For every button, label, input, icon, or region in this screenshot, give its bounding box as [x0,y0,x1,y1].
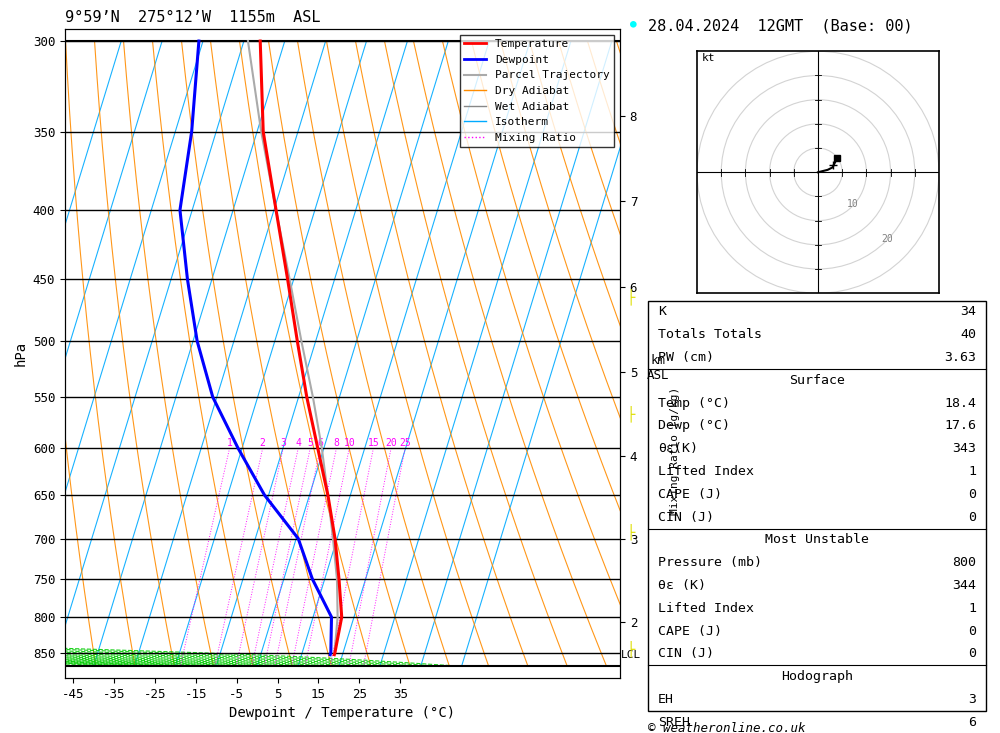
Y-axis label: km
ASL: km ASL [647,354,669,382]
Text: 20: 20 [385,438,397,448]
Text: 8: 8 [333,438,339,448]
Text: 1: 1 [968,602,976,615]
Text: 17.6: 17.6 [944,419,976,432]
Text: EH: EH [658,693,674,706]
Y-axis label: hPa: hPa [13,341,27,366]
Text: 25: 25 [399,438,411,448]
Text: CAPE (J): CAPE (J) [658,625,722,638]
Text: K: K [658,306,666,318]
Text: 10: 10 [343,438,355,448]
Text: 5: 5 [307,438,313,448]
Text: Surface: Surface [789,374,845,387]
Text: θε(K): θε(K) [658,442,698,455]
Text: 0: 0 [968,511,976,523]
Text: © weatheronline.co.uk: © weatheronline.co.uk [648,722,806,733]
Text: PW (cm): PW (cm) [658,351,714,364]
Text: Mixing Ratio (g/kg): Mixing Ratio (g/kg) [670,387,680,515]
Text: ├: ├ [626,523,634,539]
Text: ├: ├ [626,289,634,305]
Text: SREH: SREH [658,716,690,729]
Text: 10: 10 [847,199,859,209]
Text: Temp (°C): Temp (°C) [658,397,730,410]
Text: 0: 0 [968,625,976,638]
Text: 800: 800 [952,556,976,570]
Text: 34: 34 [960,306,976,318]
Text: Lifted Index: Lifted Index [658,465,754,478]
Text: 9°59’N  275°12’W  1155m  ASL: 9°59’N 275°12’W 1155m ASL [65,10,320,26]
Text: 1: 1 [968,465,976,478]
X-axis label: Dewpoint / Temperature (°C): Dewpoint / Temperature (°C) [229,707,456,721]
Text: ●: ● [630,18,637,29]
Text: 6: 6 [317,438,323,448]
Text: 28.04.2024  12GMT  (Base: 00): 28.04.2024 12GMT (Base: 00) [648,18,913,33]
Text: kt: kt [702,53,715,63]
Text: Hodograph: Hodograph [781,670,853,683]
Text: 344: 344 [952,579,976,592]
Text: Lifted Index: Lifted Index [658,602,754,615]
Text: ├: ├ [626,406,634,422]
Text: CIN (J): CIN (J) [658,511,714,523]
Text: 3: 3 [968,693,976,706]
Text: Most Unstable: Most Unstable [765,534,869,547]
Text: CIN (J): CIN (J) [658,647,714,660]
Text: CAPE (J): CAPE (J) [658,488,722,501]
Text: 15: 15 [368,438,379,448]
Text: Pressure (mb): Pressure (mb) [658,556,762,570]
Text: 1: 1 [227,438,233,448]
Text: LCL: LCL [621,650,641,660]
Text: ├: ├ [626,641,634,657]
Text: 4: 4 [295,438,301,448]
Text: Totals Totals: Totals Totals [658,328,762,342]
Text: 3: 3 [280,438,286,448]
Text: 18.4: 18.4 [944,397,976,410]
Legend: Temperature, Dewpoint, Parcel Trajectory, Dry Adiabat, Wet Adiabat, Isotherm, Mi: Temperature, Dewpoint, Parcel Trajectory… [460,35,614,147]
Text: 40: 40 [960,328,976,342]
Text: 3.63: 3.63 [944,351,976,364]
Text: 0: 0 [968,647,976,660]
Text: 6: 6 [968,716,976,729]
Text: 343: 343 [952,442,976,455]
Text: 0: 0 [968,488,976,501]
Text: θε (K): θε (K) [658,579,706,592]
Text: 20: 20 [882,234,894,244]
Text: Dewp (°C): Dewp (°C) [658,419,730,432]
Text: 2: 2 [260,438,266,448]
